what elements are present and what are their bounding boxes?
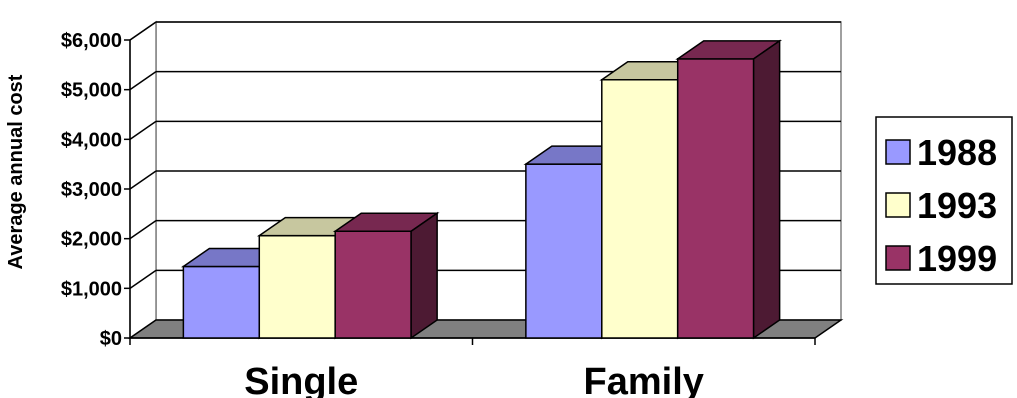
gridline-side bbox=[129, 120, 157, 140]
gridline-side bbox=[129, 170, 157, 190]
legend-swatch bbox=[885, 245, 911, 271]
y-axis-title: Average annual cost bbox=[5, 74, 27, 269]
y-tick-label: $4,000 bbox=[61, 129, 122, 151]
bar bbox=[675, 39, 783, 340]
legend: 1988 1993 1999 bbox=[875, 116, 1013, 285]
y-tick-label: $0 bbox=[100, 328, 122, 350]
bar-front bbox=[258, 234, 336, 339]
bar-front bbox=[334, 230, 412, 339]
x-tick-label: Single bbox=[244, 361, 358, 398]
y-tick-labels: $0 $1,000 $2,000 $3,000 $4,000 $5,000 $6,000 bbox=[61, 30, 130, 350]
gridline-side bbox=[129, 71, 157, 91]
gridline-side bbox=[129, 220, 157, 240]
bar bbox=[332, 211, 440, 340]
legend-label: 1993 bbox=[917, 185, 997, 226]
bar-front bbox=[182, 265, 261, 339]
bar-front bbox=[676, 58, 755, 339]
bar-front bbox=[525, 163, 603, 339]
y-tick-label: $1,000 bbox=[61, 278, 122, 300]
legend-swatch bbox=[885, 139, 911, 165]
bar-front bbox=[601, 78, 679, 339]
x-tick-labels: Single Family bbox=[129, 338, 816, 398]
y-tick-label: $2,000 bbox=[61, 229, 122, 251]
legend-label: 1999 bbox=[917, 238, 997, 279]
y-tick-label: $6,000 bbox=[61, 30, 122, 52]
y-tick-label: $3,000 bbox=[61, 179, 122, 201]
bar-side bbox=[752, 39, 781, 340]
legend-label: 1988 bbox=[917, 132, 997, 173]
y-tick-label: $5,000 bbox=[61, 80, 122, 102]
bar-side bbox=[410, 211, 438, 340]
gridline-side bbox=[129, 21, 157, 41]
gridline-side bbox=[129, 269, 157, 289]
bars bbox=[180, 39, 783, 340]
legend-swatch bbox=[885, 192, 911, 218]
x-tick-label: Family bbox=[584, 361, 704, 398]
